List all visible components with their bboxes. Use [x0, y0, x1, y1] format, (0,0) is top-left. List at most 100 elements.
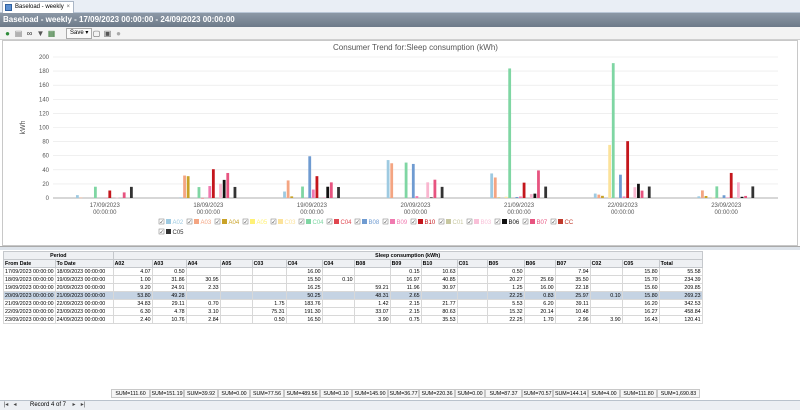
column-header[interactable]: B08: [353, 259, 391, 268]
legend-checkbox: [298, 218, 305, 225]
bar: [701, 190, 704, 198]
table-cell: 1.00: [112, 275, 153, 284]
column-sum: SUM=111.80: [620, 389, 657, 398]
table-row[interactable]: 18/09/2023 00:00:00 19/09/2023 00:00:00 1.…: [3, 275, 703, 284]
table-cell: 0.83: [523, 291, 556, 300]
table-cell: 20/09/2023 00:00:00: [3, 291, 56, 300]
table-cell: [219, 307, 253, 316]
table-cell: [456, 315, 488, 324]
bar: [311, 189, 315, 198]
column-header[interactable]: C02: [589, 259, 623, 268]
table-cell: 9.20: [112, 283, 153, 292]
grid-splitter[interactable]: [0, 246, 800, 250]
print-preview-icon[interactable]: ▢: [92, 29, 101, 38]
chart-title: Consumer Trend for:Sleep consumption (kW…: [333, 43, 498, 52]
bar: [337, 187, 340, 198]
table-cell: [589, 267, 623, 276]
empty-cell: [622, 332, 659, 340]
column-header[interactable]: C01: [456, 259, 488, 268]
table-row[interactable]: 23/09/2023 00:00:00 24/09/2023 00:00:00 2.…: [3, 315, 703, 324]
table-row[interactable]: 17/09/2023 00:00:00 18/09/2023 00:00:00 4.…: [3, 267, 703, 276]
column-header[interactable]: B09: [389, 259, 422, 268]
table-cell: 0.50: [251, 315, 287, 324]
empty-cell: [322, 364, 354, 372]
column-header[interactable]: C03: [251, 259, 287, 268]
refresh-icon[interactable]: ●: [5, 29, 10, 38]
table-cell: 0.70: [185, 299, 221, 308]
tab-baseload-weekly[interactable]: Baseload - weekly ×: [2, 1, 74, 13]
table-row[interactable]: 21/09/2023 00:00:00 22/09/2023 00:00:00 34…: [3, 299, 703, 308]
table-cell: 11.96: [389, 283, 422, 292]
bar: [429, 197, 433, 198]
previous-record-button[interactable]: ◂: [13, 402, 17, 408]
first-record-button[interactable]: |◂: [3, 402, 9, 408]
column-header[interactable]: To Date: [54, 259, 114, 268]
empty-cell: [4, 388, 56, 396]
empty-cell: [220, 332, 252, 340]
empty-cell: [457, 356, 487, 364]
close-icon[interactable]: ×: [66, 4, 70, 10]
filter-icon[interactable]: ▼: [36, 29, 45, 38]
table-cell: 80.63: [420, 307, 458, 316]
document-icon[interactable]: ▤: [14, 29, 23, 38]
table-cell: 6.30: [112, 307, 153, 316]
table-cell: 2.65: [389, 291, 422, 300]
x-tick-label: 22/09/2023: [608, 203, 639, 209]
empty-cell: [524, 364, 555, 372]
bar: [301, 186, 304, 198]
column-header[interactable]: A02: [112, 259, 153, 268]
table-cell: 20.27: [486, 275, 525, 284]
legend-checkbox: [242, 218, 249, 225]
binoculars-icon[interactable]: ∞: [26, 29, 33, 38]
column-header[interactable]: B07: [554, 259, 591, 268]
column-header[interactable]: A05: [219, 259, 253, 268]
empty-cell: [457, 372, 487, 380]
empty-cell: [590, 348, 622, 356]
print-icon[interactable]: ▣: [103, 29, 112, 38]
table-cell: 40.85: [420, 275, 458, 284]
column-header[interactable]: A03: [151, 259, 187, 268]
table-cell: 0.15: [389, 267, 422, 276]
table-cell: 30.95: [185, 275, 221, 284]
bar: [593, 193, 597, 198]
table-row[interactable]: 20/09/2023 00:00:00 21/09/2023 00:00:00 53…: [3, 291, 703, 300]
column-header[interactable]: A04: [185, 259, 221, 268]
table-cell: 18/09/2023 00:00:00: [54, 267, 114, 276]
empty-cell: [421, 356, 457, 364]
table-cell: [219, 315, 253, 324]
empty-cell: [186, 356, 220, 364]
table-cell: 18/09/2023 00:00:00: [3, 275, 56, 284]
column-header[interactable]: From Date: [3, 259, 56, 268]
empty-cell: [55, 340, 113, 348]
bar: [729, 172, 733, 198]
export-icon[interactable]: ▦: [47, 29, 56, 38]
column-header[interactable]: C04: [321, 259, 355, 268]
column-header[interactable]: B05: [486, 259, 525, 268]
legend-swatch: [166, 219, 171, 224]
column-header[interactable]: C05: [621, 259, 660, 268]
empty-cell: [322, 340, 354, 348]
table-cell: [456, 267, 488, 276]
column-header[interactable]: Total: [658, 259, 703, 268]
table-cell: 17/09/2023 00:00:00: [3, 267, 56, 276]
table-cell: [456, 291, 488, 300]
legend-check-mark: ✓: [468, 219, 472, 225]
last-record-button[interactable]: ▸|: [80, 402, 86, 408]
table-cell: 31.86: [151, 275, 187, 284]
empty-cell: [457, 380, 487, 388]
empty-cell: [113, 380, 152, 388]
column-header[interactable]: C04: [285, 259, 323, 268]
table-cell: [251, 275, 287, 284]
column-header[interactable]: B10: [420, 259, 458, 268]
column-header[interactable]: B06: [523, 259, 556, 268]
bar: [326, 186, 330, 198]
empty-cell: [524, 356, 555, 364]
next-record-button[interactable]: ▸: [72, 402, 76, 408]
table-row[interactable]: 19/09/2023 00:00:00 20/09/2023 00:00:00 9.…: [3, 283, 703, 292]
stop-icon[interactable]: ●: [116, 29, 121, 38]
table-cell: 2.96: [554, 315, 591, 324]
empty-cell: [524, 372, 555, 380]
save-button[interactable]: Save ▾: [66, 28, 93, 39]
table-row[interactable]: 22/09/2023 00:00:00 23/09/2023 00:00:00 6.…: [3, 307, 703, 316]
legend-swatch: [502, 219, 507, 224]
